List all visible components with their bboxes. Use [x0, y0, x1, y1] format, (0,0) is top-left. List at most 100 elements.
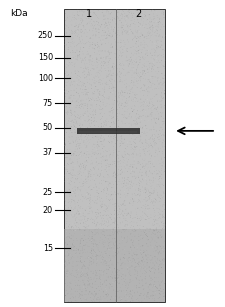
Point — [105, 294, 108, 299]
Point — [160, 278, 164, 283]
Point — [126, 24, 130, 29]
Point — [104, 196, 108, 201]
Point — [158, 259, 162, 264]
Point — [118, 177, 122, 182]
Point — [72, 40, 76, 45]
Point — [96, 45, 99, 50]
Point — [105, 27, 109, 32]
Point — [84, 28, 88, 33]
Point — [95, 196, 99, 201]
Point — [140, 76, 144, 81]
Point — [120, 112, 124, 117]
Point — [111, 19, 115, 24]
Point — [117, 22, 120, 27]
Point — [73, 109, 76, 114]
Point — [95, 140, 99, 145]
Point — [81, 19, 84, 24]
Point — [157, 281, 160, 286]
Point — [99, 282, 103, 287]
Point — [120, 20, 124, 25]
Point — [131, 146, 134, 151]
Point — [112, 172, 116, 177]
Point — [160, 140, 164, 145]
Point — [115, 128, 119, 133]
Point — [102, 97, 106, 102]
Point — [90, 161, 94, 166]
Point — [68, 199, 72, 204]
Point — [75, 90, 79, 95]
Point — [158, 174, 162, 179]
Point — [79, 256, 82, 261]
Point — [108, 253, 111, 258]
Point — [146, 297, 149, 302]
Point — [115, 79, 118, 84]
Point — [130, 234, 134, 239]
Point — [145, 22, 148, 27]
Point — [70, 57, 73, 62]
Point — [72, 173, 76, 177]
Point — [125, 298, 129, 303]
Point — [63, 204, 66, 209]
Point — [122, 227, 126, 232]
Point — [130, 192, 134, 196]
Point — [153, 27, 156, 32]
Point — [82, 162, 86, 167]
Point — [96, 295, 100, 300]
Point — [156, 206, 160, 211]
Point — [115, 215, 118, 220]
Point — [82, 243, 85, 248]
Point — [133, 80, 137, 85]
Point — [158, 291, 162, 296]
Point — [159, 45, 162, 50]
Point — [149, 84, 153, 88]
Point — [93, 218, 96, 223]
Point — [74, 56, 78, 61]
Point — [117, 95, 121, 100]
Point — [68, 157, 72, 162]
Point — [144, 188, 148, 193]
Point — [125, 116, 128, 121]
Point — [96, 60, 100, 65]
Point — [67, 181, 71, 186]
Point — [123, 109, 127, 114]
Point — [114, 219, 118, 223]
Point — [84, 84, 88, 89]
Point — [76, 186, 79, 191]
Point — [155, 65, 159, 70]
Point — [144, 115, 148, 119]
Point — [113, 206, 117, 211]
Point — [130, 219, 133, 224]
Point — [98, 198, 102, 203]
Point — [136, 192, 140, 197]
Point — [110, 130, 114, 135]
Point — [138, 281, 141, 286]
Point — [163, 58, 167, 63]
Point — [126, 133, 130, 138]
Point — [72, 168, 75, 173]
Point — [65, 13, 69, 18]
Point — [116, 99, 119, 104]
Point — [121, 256, 125, 261]
Point — [82, 23, 86, 28]
Point — [153, 289, 157, 294]
Point — [133, 192, 137, 197]
Point — [91, 91, 94, 96]
Point — [96, 48, 99, 52]
Point — [151, 79, 154, 84]
Point — [104, 29, 107, 34]
Point — [115, 251, 119, 256]
Point — [152, 212, 156, 217]
Point — [100, 23, 103, 28]
Point — [93, 127, 97, 132]
Point — [86, 102, 90, 107]
Point — [151, 265, 155, 270]
Point — [114, 175, 117, 180]
Point — [81, 37, 84, 42]
Point — [100, 116, 104, 121]
Point — [105, 8, 109, 13]
Point — [63, 118, 66, 123]
Point — [109, 124, 112, 129]
Point — [107, 50, 110, 55]
Point — [135, 76, 139, 81]
Point — [85, 22, 88, 27]
